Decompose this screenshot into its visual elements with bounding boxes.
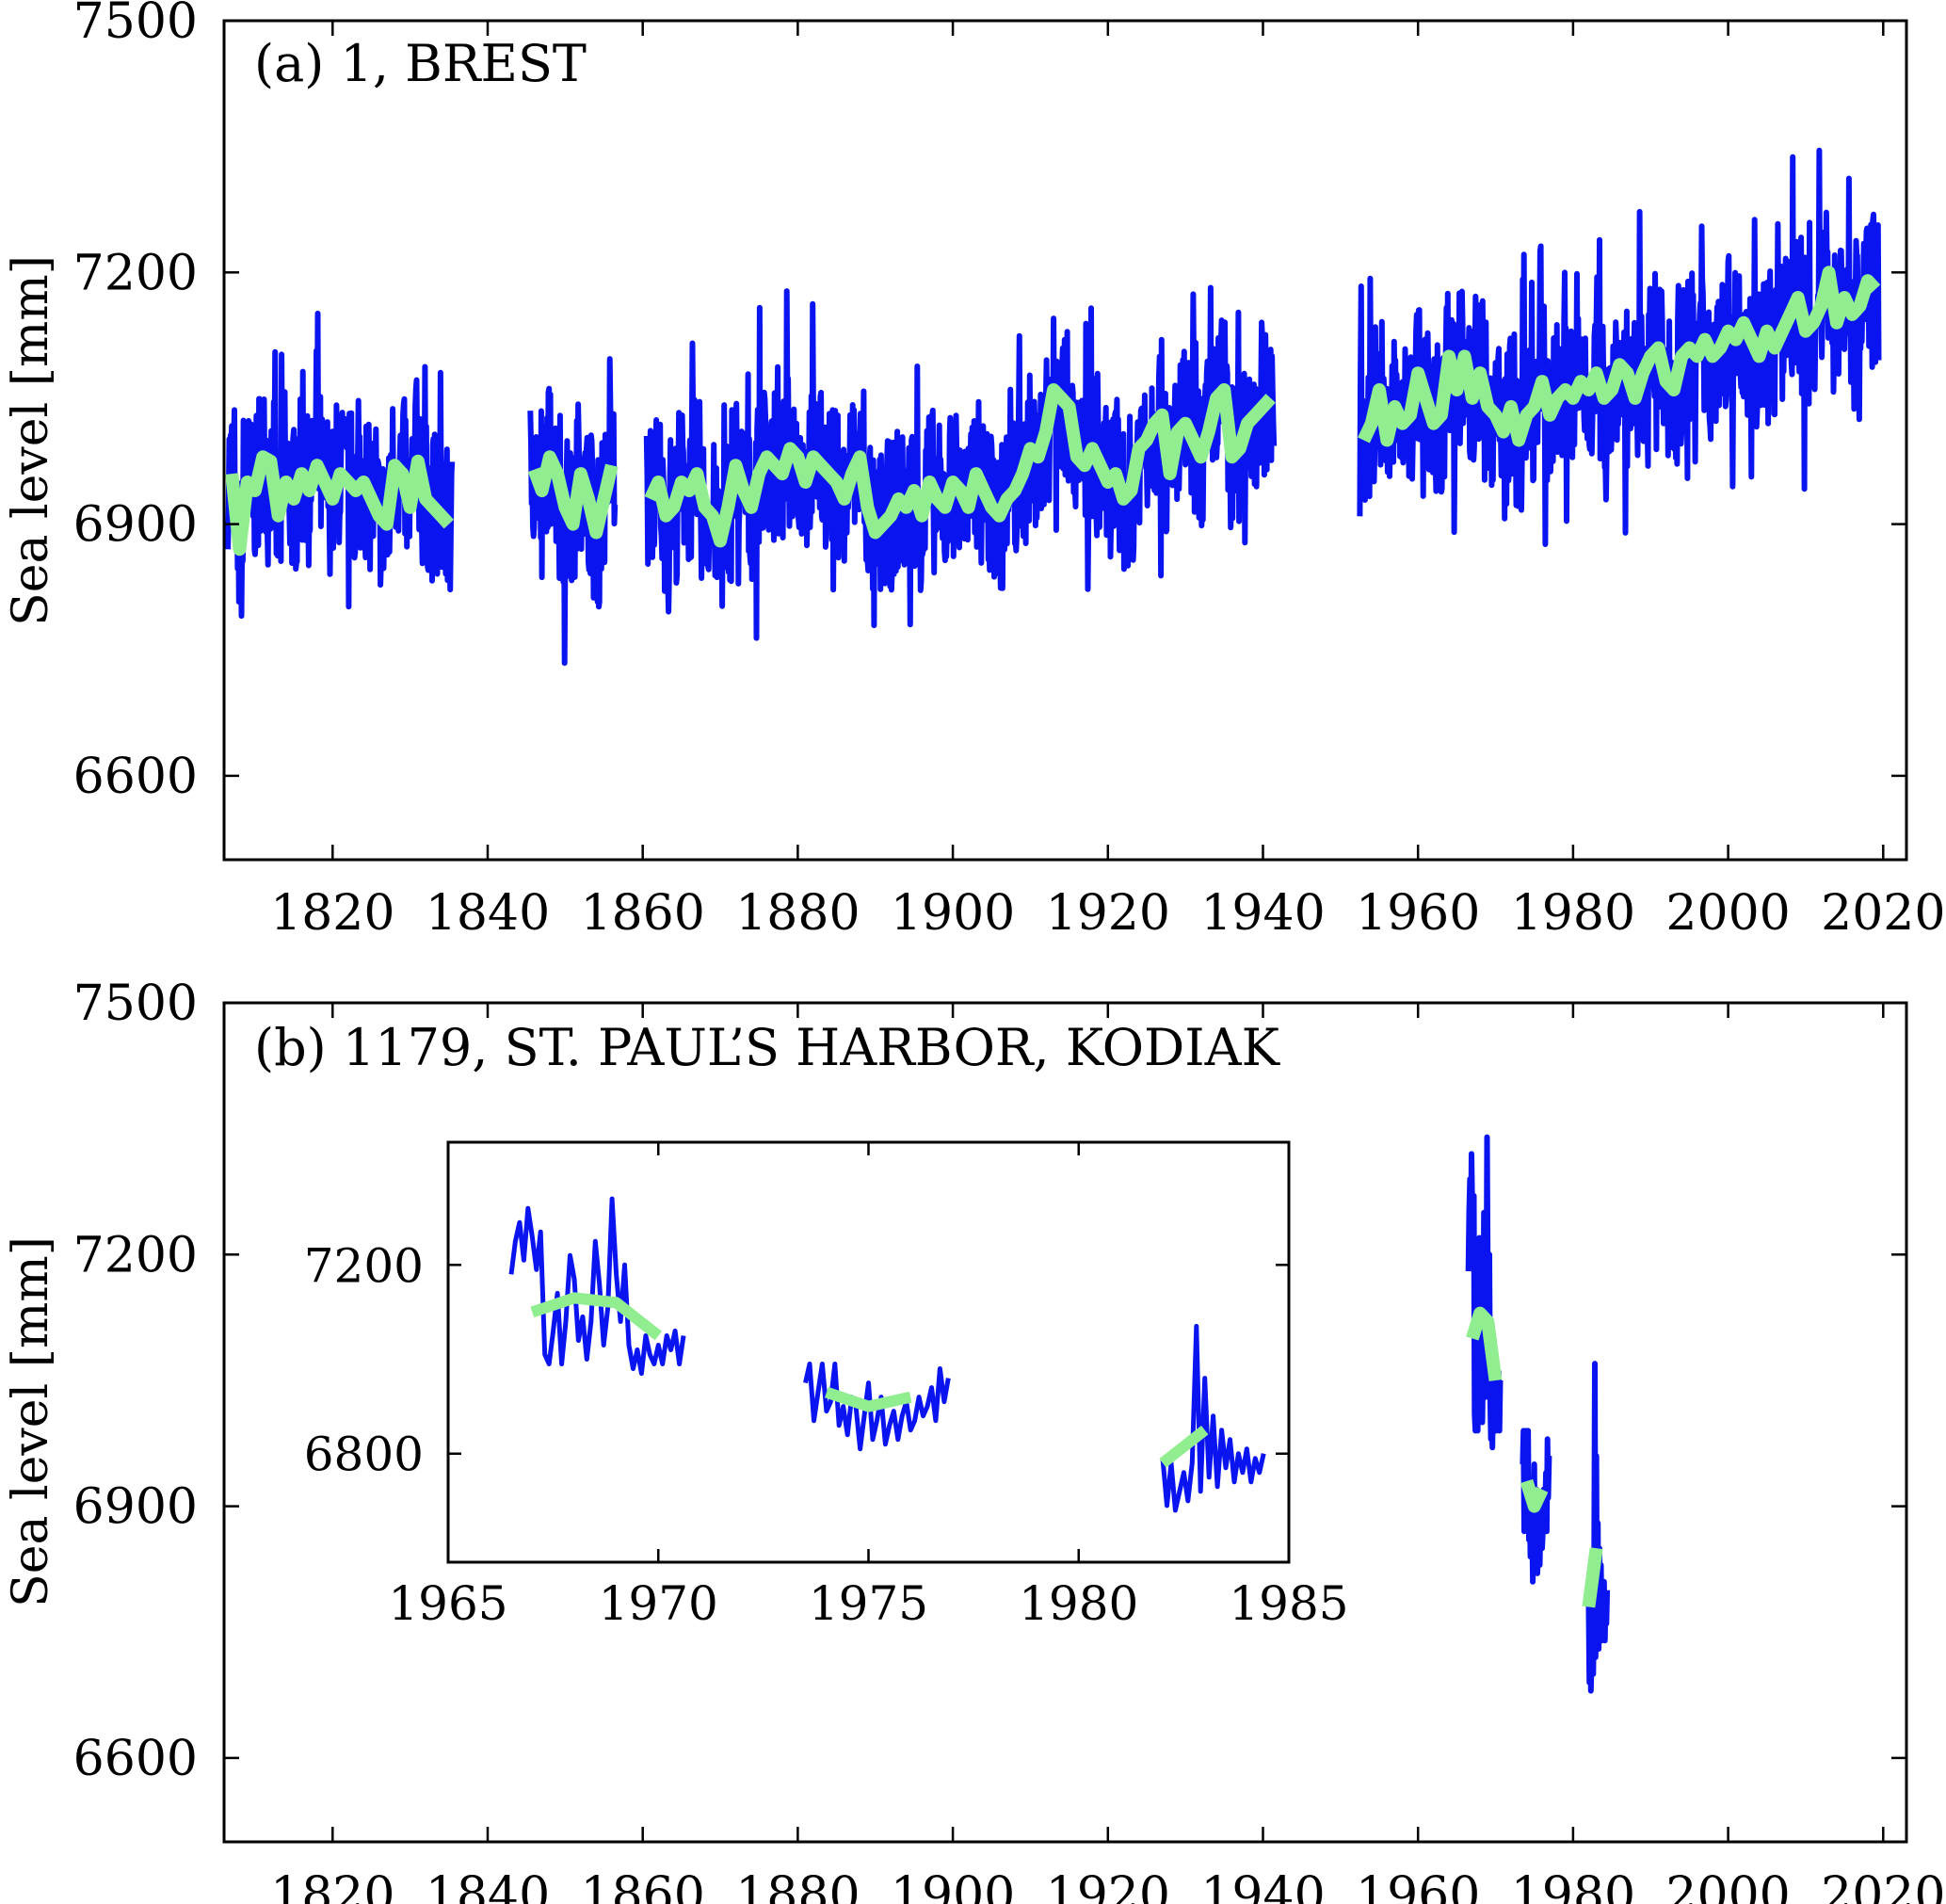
panel-a-ylabel: Sea level [mm] [3, 255, 59, 626]
panel-a-ytick-label: 6600 [73, 749, 198, 805]
panel-b-ytick-label: 6900 [73, 1479, 198, 1536]
inset-data [508, 1196, 1266, 1513]
panel-b-monthly-series [1465, 1134, 1504, 1451]
panel-a-xtick-label: 1960 [1356, 885, 1480, 942]
panel-b-xtick-label: 1880 [735, 1867, 860, 1904]
inset-background [448, 1142, 1289, 1562]
panel-a-xtick-label: 1920 [1046, 885, 1170, 942]
panel-a-xtick-label: 2000 [1665, 885, 1790, 942]
panel-a-ytick-label: 7500 [73, 0, 198, 50]
panel-a-annual-series [527, 450, 619, 540]
panel-a-ytick-label: 7200 [73, 245, 198, 301]
inset-ticks: 1965 1970 1975 1980 1985 6800 7200 [304, 1142, 1349, 1631]
inset-xtick-label: 1980 [1019, 1576, 1138, 1631]
panel-b-annual-series [1466, 1306, 1503, 1381]
panel-b-ytick-label: 7200 [73, 1227, 198, 1283]
inset-ytick-label: 6800 [304, 1428, 424, 1482]
inset-annual-series [530, 1292, 663, 1341]
panel-b-frame [222, 1001, 1908, 1844]
panel-b-ticks: 1820 1840 1860 1880 1900 1920 1940 1960 1980 2000… [73, 976, 1946, 1904]
panel-b-ytick-label: 6600 [73, 1731, 198, 1787]
panel-a-xtick-label: 1980 [1511, 885, 1635, 942]
panel-a-xtick-label: 1900 [891, 885, 1015, 942]
panel-a-xtick-label: 1880 [735, 885, 860, 942]
panel-b-ylabel: Sea level [mm] [3, 1236, 59, 1607]
panel-a-ytick-label: 6900 [73, 497, 198, 554]
panel-b-xtick-label: 1940 [1200, 1867, 1325, 1904]
panel-a-xtick-label: 1820 [270, 885, 394, 942]
panel-b-annual-series [1520, 1478, 1549, 1513]
panel-a-annual-series [225, 450, 454, 557]
inset-annual-series [1159, 1425, 1209, 1468]
inset-xtick-label: 1965 [388, 1576, 507, 1631]
panel-b-xtick-label: 1900 [891, 1867, 1015, 1904]
inset-xtick-label: 1975 [809, 1576, 928, 1631]
inset-monthly-series [1160, 1323, 1266, 1513]
panel-a-frame [222, 19, 1908, 862]
panel-b-xtick-label: 1980 [1511, 1867, 1635, 1904]
panel-b-xtick-label: 2020 [1821, 1867, 1945, 1904]
panel-b-ytick-label: 7500 [73, 976, 198, 1032]
panel-b-xtick-label: 1860 [581, 1867, 705, 1904]
panel-a-annual-series [644, 383, 1276, 548]
panel-b: 1820 1840 1860 1880 1900 1920 1940 1960 1980 2000… [3, 976, 1945, 1904]
panel-b-monthly-series [1585, 1361, 1611, 1694]
panel-a-data [225, 147, 1882, 667]
inset-xtick-label: 1970 [599, 1576, 718, 1631]
inset-ytick-label: 7200 [304, 1238, 424, 1293]
panel-b-xtick-label: 1840 [426, 1867, 550, 1904]
panel-a-xtick-label: 1940 [1200, 885, 1325, 942]
panel-b-xtick-label: 1960 [1356, 1867, 1480, 1904]
panel-b-data [1465, 1134, 1611, 1694]
panel-a-annual-series [1358, 266, 1881, 447]
inset-monthly-series [803, 1362, 951, 1452]
panel-b-title: (b) 1179, ST. PAUL’S HARBOR, KODIAK [254, 1018, 1281, 1077]
panel-b-xtick-label: 1920 [1046, 1867, 1170, 1904]
panel-a-xtick-label: 2020 [1821, 885, 1945, 942]
inset-monthly-series [508, 1196, 686, 1377]
panel-a-monthly-series [1357, 147, 1882, 547]
panel-b-xtick-label: 2000 [1665, 1867, 1790, 1904]
inset-annual-series [824, 1386, 912, 1412]
panel-b-inset: 1965 1970 1975 1980 1985 6800 7200 [304, 1140, 1349, 1631]
panel-b-xtick-label: 1820 [270, 1867, 394, 1904]
panel-a-ticks: 1820 1840 1860 1880 1900 1920 1940 1960 1980 2000… [73, 0, 1946, 942]
panel-a-title: (a) 1, BREST [254, 34, 587, 93]
panel-a-xtick-label: 1840 [426, 885, 550, 942]
panel-a: 1820 1840 1860 1880 1900 1920 1940 1960 1980 2000… [3, 0, 1945, 942]
inset-xtick-label: 1985 [1229, 1576, 1348, 1631]
panel-a-xtick-label: 1860 [581, 885, 705, 942]
panel-b-annual-series [1582, 1547, 1603, 1608]
